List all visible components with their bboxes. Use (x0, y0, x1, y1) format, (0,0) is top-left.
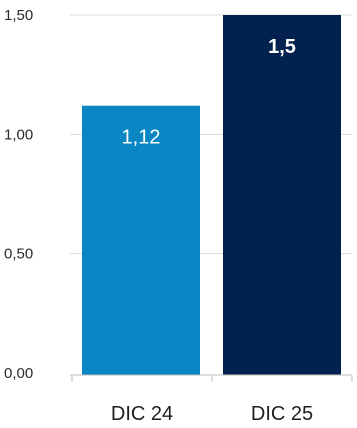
x-tick-label: DIC 25 (251, 403, 313, 425)
x-axis-labels: DIC 24 DIC 25 (111, 403, 313, 425)
bar-dic-24 (82, 105, 200, 376)
data-label: 1,12 (122, 127, 161, 149)
data-label: 1,5 (268, 36, 296, 58)
x-axis (70, 374, 353, 382)
y-axis-ticks: 0,00 0,50 1,00 1,50 (4, 7, 33, 382)
bars (82, 15, 341, 376)
y-tick-label: 1,50 (4, 7, 33, 24)
bar-dic-25 (223, 15, 341, 375)
y-tick-label: 0,50 (4, 246, 33, 263)
x-tick-label: DIC 24 (111, 403, 173, 425)
y-tick-label: 1,00 (4, 126, 33, 143)
data-labels: 1,12 1,5 (122, 36, 296, 149)
y-tick-label: 0,00 (4, 365, 33, 382)
